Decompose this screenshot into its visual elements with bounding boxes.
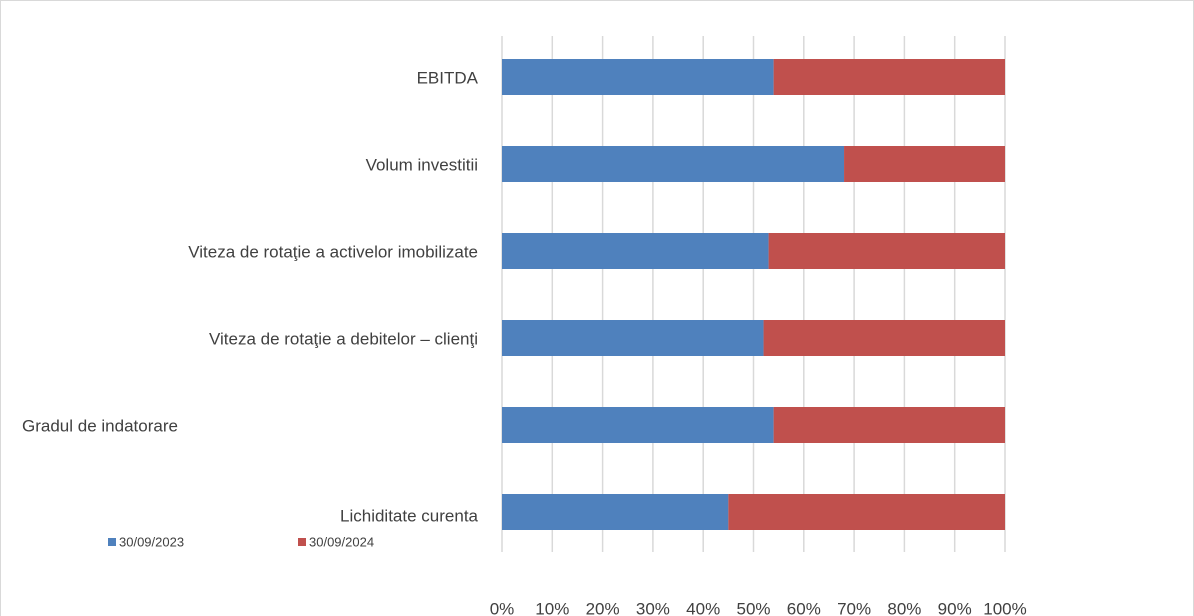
x-tick-label: 0%	[490, 599, 515, 616]
x-tick-label: 60%	[787, 599, 821, 616]
bar-segment	[763, 320, 1005, 356]
bar-segment	[502, 59, 774, 95]
legend-label: 30/09/2023	[119, 534, 184, 549]
bar-segment	[502, 233, 769, 269]
bar-segment	[502, 146, 845, 182]
category-label: EBITDA	[417, 68, 479, 87]
bar-segment	[844, 146, 1005, 182]
bar-segment	[728, 494, 1005, 530]
x-tick-label: 80%	[887, 599, 921, 616]
bar-segment	[773, 407, 1005, 443]
x-tick-label: 50%	[736, 599, 770, 616]
x-tick-label: 70%	[837, 599, 871, 616]
category-label: Volum investitii	[366, 155, 478, 174]
legend-label: 30/09/2024	[309, 534, 374, 549]
legend-swatch	[108, 538, 116, 546]
x-tick-label: 100%	[983, 599, 1026, 616]
bar-segment	[502, 494, 729, 530]
bar-segment	[768, 233, 1005, 269]
x-tick-label: 90%	[938, 599, 972, 616]
legend-swatch	[298, 538, 306, 546]
category-label: Lichiditate curenta	[340, 506, 479, 525]
x-tick-label: 30%	[636, 599, 670, 616]
bar-segment	[502, 320, 764, 356]
x-tick-label: 20%	[586, 599, 620, 616]
bar-segment	[502, 407, 774, 443]
category-label: Gradul de indatorare	[22, 416, 178, 435]
x-tick-label: 40%	[686, 599, 720, 616]
category-label: Viteza de rotaţie a debitelor – clienţi	[209, 329, 478, 348]
category-label: Viteza de rotaţie a activelor imobilizat…	[188, 242, 478, 261]
x-tick-label: 10%	[535, 599, 569, 616]
bar-segment	[773, 59, 1005, 95]
